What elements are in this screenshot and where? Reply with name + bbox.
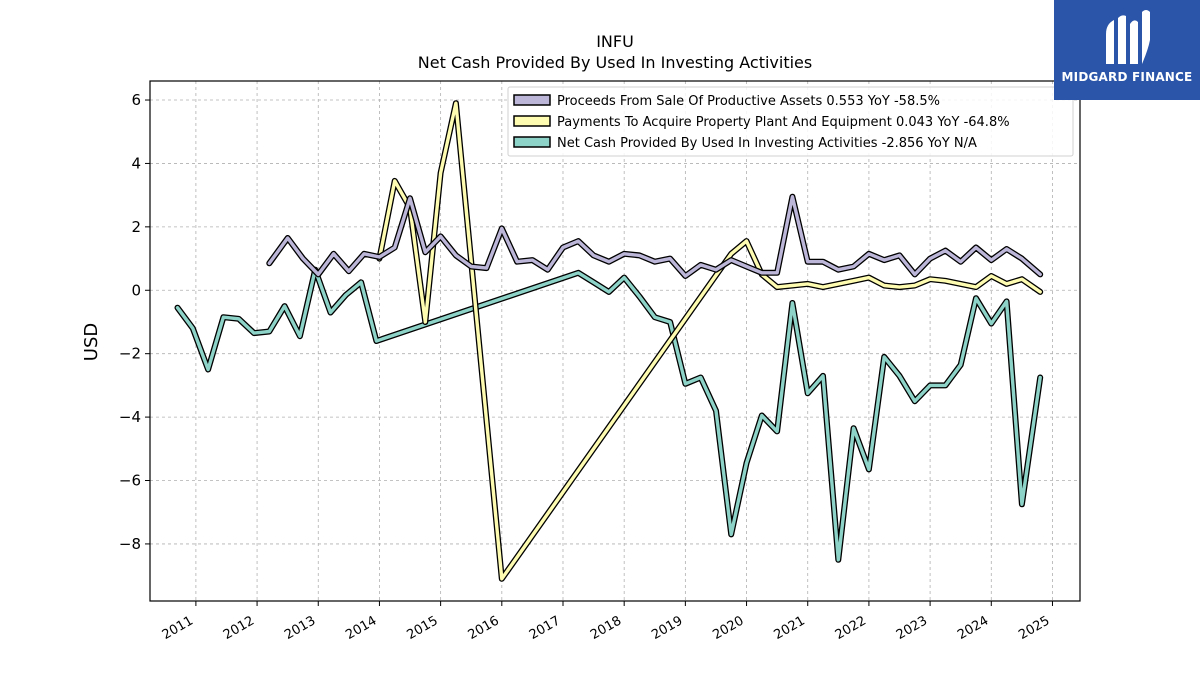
legend-swatch-1 — [513, 115, 551, 127]
legend-swatch-2 — [513, 136, 551, 148]
y-tick-label: 2 — [131, 218, 141, 236]
x-tick-label: 2021 — [772, 613, 808, 643]
plot-frame — [149, 80, 1081, 602]
y-tick-label: −4 — [119, 408, 141, 426]
x-tick-label: 2013 — [282, 613, 318, 643]
brand-name: MIDGARD FINANCE — [1061, 70, 1193, 84]
x-tick-label: 2012 — [221, 613, 257, 643]
series-line-2 — [175, 268, 1042, 562]
x-tick-label: 2015 — [404, 613, 440, 643]
y-tick-label: −6 — [119, 472, 141, 490]
legend-entry-2: Net Cash Provided By Used In Investing A… — [557, 136, 977, 151]
x-tick-label: 2014 — [343, 613, 379, 643]
legend: Proceeds From Sale Of Productive Assets … — [507, 86, 1074, 157]
chart-subtitle: Net Cash Provided By Used In Investing A… — [418, 53, 812, 72]
x-tick-label: 2017 — [527, 613, 563, 643]
y-axis: 6 4 2 0 −2 −4 −6 −8 — [119, 91, 150, 553]
x-tick-label: 2011 — [160, 613, 196, 643]
legend-swatch-0 — [513, 94, 551, 106]
x-tick-label: 2019 — [649, 613, 685, 643]
chart-title: INFU — [596, 32, 634, 51]
legend-entry-1: Payments To Acquire Property Plant And E… — [557, 115, 1010, 130]
x-axis: 2011 2012 2013 2014 2015 2016 2017 2018 2019 2020… — [160, 601, 1053, 643]
legend-box — [507, 86, 1074, 157]
x-tick-label: 2024 — [955, 613, 991, 643]
midgard-mark-icon — [1106, 10, 1150, 65]
x-tick-label: 2020 — [710, 613, 746, 643]
y-tick-label: −2 — [119, 345, 141, 363]
y-tick-label: 4 — [131, 154, 141, 172]
x-tick-label: 2025 — [1016, 613, 1052, 643]
y-tick-label: −8 — [119, 535, 141, 553]
y-axis-label: USD — [81, 323, 102, 361]
y-tick-label: 6 — [131, 91, 141, 109]
midgard-finance-logo: MIDGARD FINANCE — [1054, 0, 1200, 100]
x-tick-label: 2023 — [894, 613, 930, 643]
x-tick-label: 2022 — [833, 613, 869, 643]
legend-entry-0: Proceeds From Sale Of Productive Assets … — [557, 94, 940, 109]
series-layer — [174, 100, 1044, 582]
series-line-0 — [267, 194, 1042, 278]
x-tick-label: 2018 — [588, 613, 624, 643]
y-tick-label: 0 — [131, 281, 141, 299]
x-tick-label: 2016 — [466, 613, 502, 643]
series-line-1 — [377, 101, 1042, 581]
grid — [150, 81, 1080, 601]
